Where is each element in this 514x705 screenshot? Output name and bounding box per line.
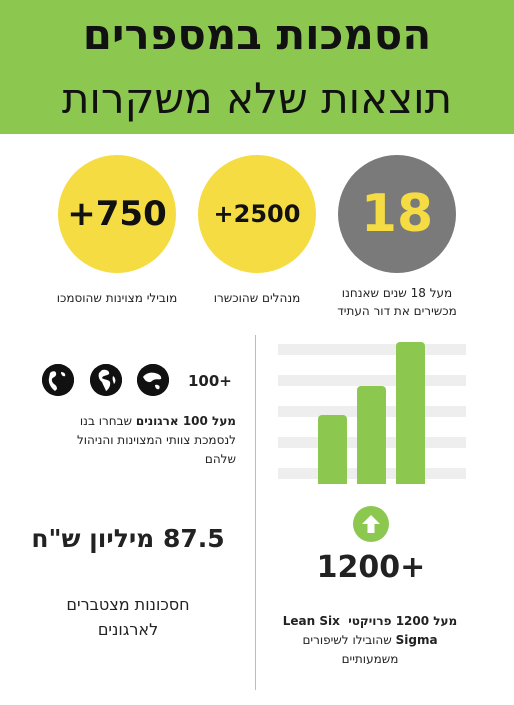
globe-asia-icon xyxy=(137,364,169,396)
stat-value-years: 18 xyxy=(360,184,434,244)
stat-label-managers: מנהלים שהוכשרו xyxy=(213,291,301,305)
arrow-up-icon xyxy=(353,506,389,542)
stat-value-leaders: +750 xyxy=(67,194,167,234)
page-title: הסמכות במספרים xyxy=(82,10,432,59)
chart-gridline xyxy=(278,344,466,355)
header-banner: הסמכות במספרים תוצאות שלא משקרות xyxy=(0,0,514,134)
stat-circle-years: 18 xyxy=(338,155,456,273)
stat-label-leaders: מובילי מצוינות שהוסמכו xyxy=(56,291,178,305)
chart-gridline xyxy=(278,375,466,386)
organizations-description: מעל 100 ארגונים שבחרו בנו לנסמכת צוותי ה… xyxy=(76,414,236,466)
page-subtitle: תוצאות שלא משקרות xyxy=(61,74,453,123)
globe-europe-africa-icon xyxy=(90,364,122,396)
stat-label-years: מעל 18 שנים שאנחנו מכשירים את דור העתיד xyxy=(337,286,457,318)
stat-circle-managers: +2500 xyxy=(198,155,316,273)
column-divider xyxy=(255,335,256,690)
chart-bar xyxy=(357,386,386,484)
globe-americas-icon xyxy=(42,364,74,396)
savings-label: חסכונות מצטברים לארגונים xyxy=(66,595,190,639)
savings-value: 87.5 מיליון ש"ח xyxy=(31,524,225,553)
chart-bar xyxy=(396,342,425,484)
organizations-count: 100+ xyxy=(188,372,232,390)
stat-value-managers: +2500 xyxy=(213,200,301,228)
stat-circle-leaders: +750 xyxy=(58,155,176,273)
chart-bar xyxy=(318,415,347,484)
bar-chart xyxy=(278,336,466,484)
projects-value: +1200 xyxy=(316,550,426,585)
projects-description: מעל 1200 פרויקטי Lean Six Sigma שהובילו … xyxy=(282,614,458,666)
